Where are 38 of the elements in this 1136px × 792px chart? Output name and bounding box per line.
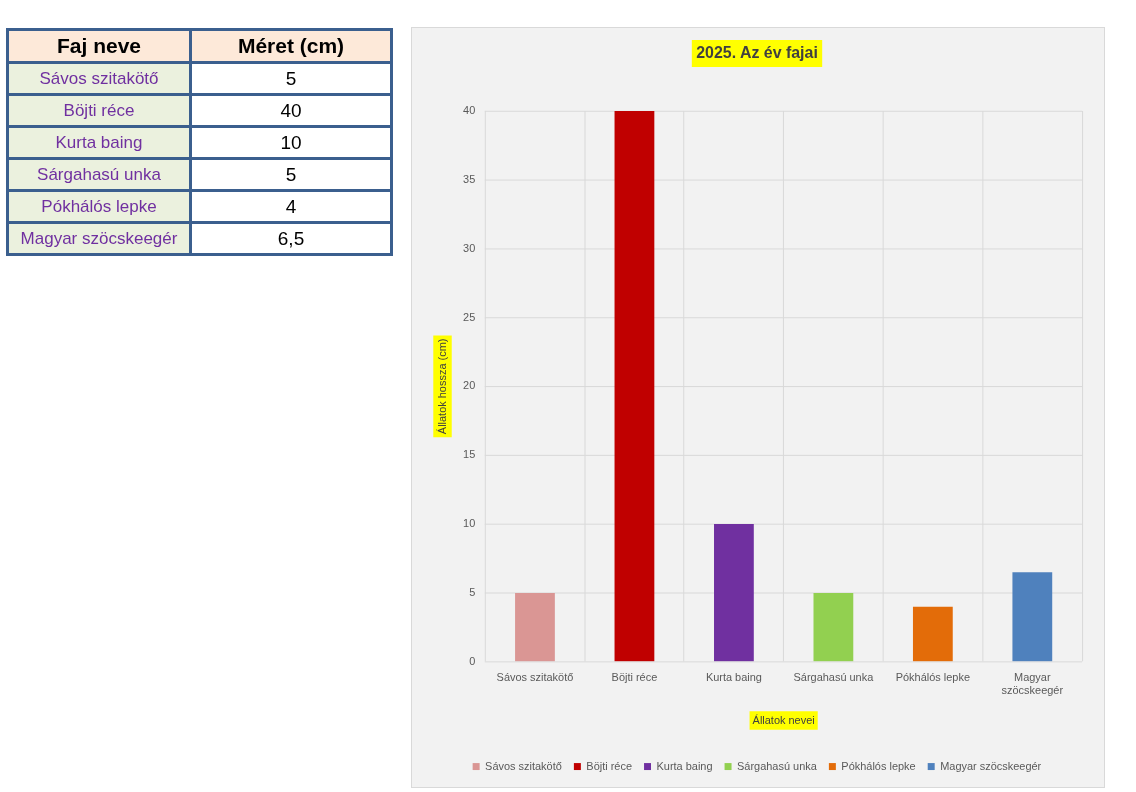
text: Magyar szöcskeegér bbox=[7, 222, 191, 255]
y-tick-label: 5 bbox=[469, 585, 476, 598]
x-tick-label: Sávos szitakötő bbox=[496, 671, 574, 684]
y-tick-label: 35 bbox=[463, 172, 476, 185]
chart-title: 2025. Az év fajai bbox=[696, 43, 818, 61]
y-tick-label: 10 bbox=[463, 517, 476, 530]
y-tick-label: 30 bbox=[463, 241, 476, 254]
text: Faj neve bbox=[7, 29, 191, 63]
text: Kurta baing bbox=[7, 126, 191, 159]
y-tick-label: 20 bbox=[463, 379, 476, 392]
text: 10 bbox=[190, 126, 392, 159]
text: 40 bbox=[190, 94, 392, 127]
legend-label: Sárgahasú unka bbox=[737, 759, 818, 772]
legend-label: Böjti réce bbox=[586, 759, 633, 772]
text: 6,5 bbox=[190, 222, 392, 255]
text: Pókhálós lepke bbox=[7, 190, 191, 223]
text: Böjti réce bbox=[7, 94, 191, 127]
legend-label: Sávos szitakötő bbox=[485, 759, 562, 772]
x-tick-label: Magyar szöcskeegér bbox=[1001, 671, 1064, 697]
text: 5 bbox=[190, 62, 392, 95]
text: Méret (cm) bbox=[190, 29, 392, 63]
y-tick-label: 0 bbox=[469, 654, 476, 667]
x-tick-label: Sárgahasú unka bbox=[793, 671, 875, 684]
y-tick-label: 15 bbox=[463, 448, 476, 461]
y-axis-title: Állatok hossza (cm) bbox=[435, 338, 448, 435]
x-axis-title: Állatok nevei bbox=[752, 713, 815, 726]
text: Sárgahasú unka bbox=[7, 158, 191, 191]
legend-label: Pókhálós lepke bbox=[841, 759, 916, 772]
legend-label: Magyar szöcskeegér bbox=[940, 759, 1042, 772]
x-tick-label: Kurta baing bbox=[705, 671, 762, 684]
x-tick-label: Böjti réce bbox=[611, 671, 658, 684]
text: Sávos szitakötő bbox=[7, 62, 191, 95]
x-tick-label: Pókhálós lepke bbox=[895, 671, 970, 684]
text: 5 bbox=[190, 158, 392, 191]
legend-label: Kurta baing bbox=[656, 759, 713, 772]
text: 4 bbox=[190, 190, 392, 223]
y-tick-label: 25 bbox=[463, 310, 476, 323]
y-tick-label: 40 bbox=[463, 104, 476, 116]
